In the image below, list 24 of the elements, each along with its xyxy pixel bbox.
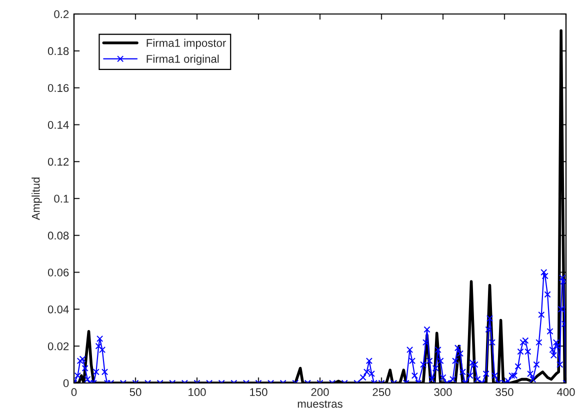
- y-tick-label: 0.1: [54, 194, 69, 203]
- legend-label: Firma1 original: [146, 54, 219, 66]
- x-tick-label: 350: [496, 388, 514, 396]
- legend-label: Firma1 impostor: [146, 38, 226, 50]
- y-tick-label: 0.2: [54, 10, 69, 18]
- x-tick-label: 150: [250, 388, 268, 396]
- y-tick-label: 0: [63, 379, 69, 388]
- x-tick-label: 250: [372, 388, 390, 396]
- x-tick-label: 300: [434, 388, 452, 396]
- y-tick-label: 0.08: [48, 232, 69, 240]
- y-axis-title: Amplitud: [32, 178, 42, 220]
- x-axis-title: muestras: [298, 400, 342, 408]
- x-tick-label: 200: [311, 388, 329, 396]
- x-tick-label: 100: [188, 388, 206, 396]
- y-tick-label: 0.18: [48, 47, 69, 56]
- y-tick-label: 0.04: [48, 305, 69, 314]
- y-tick-label: 0.14: [48, 120, 69, 129]
- x-tick-label: 400: [556, 388, 575, 396]
- x-tick-label: 0: [71, 388, 77, 396]
- x-tick-label: 50: [130, 388, 142, 396]
- y-tick-label: 0.12: [48, 158, 69, 166]
- y-tick-label: 0.16: [48, 84, 69, 92]
- y-tick-label: 0.02: [48, 342, 69, 350]
- y-tick-label: 0.06: [48, 268, 69, 276]
